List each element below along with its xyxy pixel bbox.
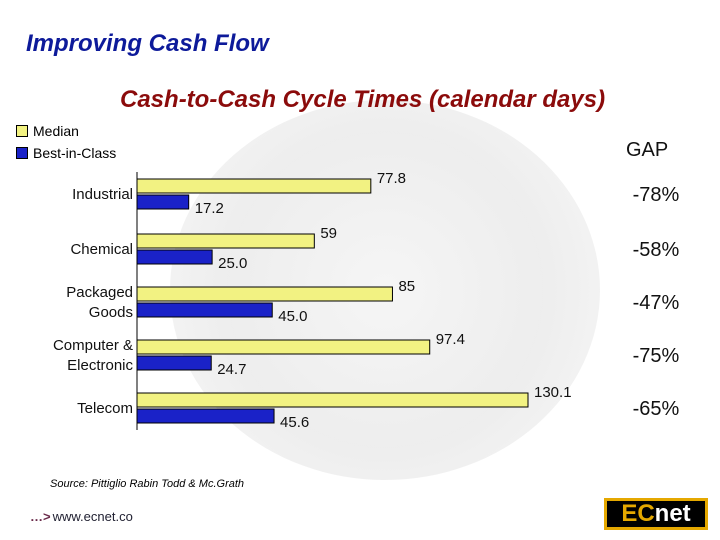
bar-median bbox=[136, 339, 431, 355]
gap-value: -75% bbox=[633, 345, 680, 367]
legend-item-median: Median bbox=[16, 120, 116, 142]
gap-value: -58% bbox=[633, 239, 680, 261]
logo-net-text: net bbox=[654, 500, 691, 527]
data-label-median: 77.8 bbox=[377, 170, 406, 187]
category-label: Telecom bbox=[77, 400, 133, 417]
gap-value: -78% bbox=[633, 184, 680, 206]
data-label-median: 97.4 bbox=[436, 331, 465, 348]
category-label: Industrial bbox=[72, 186, 133, 203]
arrow-icon: …> bbox=[30, 509, 51, 524]
category-label-line: Computer & bbox=[53, 337, 133, 354]
category-label: Computer & Electronic bbox=[53, 337, 134, 374]
data-label-median: 59 bbox=[320, 225, 337, 242]
legend-item-best-in-class: Best-in-Class bbox=[16, 142, 116, 164]
legend-label-median: Median bbox=[33, 123, 79, 139]
category-label-line: Chemical bbox=[70, 241, 133, 258]
data-label-best-in-class: 24.7 bbox=[217, 361, 246, 378]
data-label-median: 85 bbox=[398, 278, 415, 295]
category-label-line: Goods bbox=[89, 304, 133, 321]
chart-title: Cash-to-Cash Cycle Times (calendar days) bbox=[120, 86, 606, 113]
bar-best-in-class bbox=[136, 249, 213, 265]
legend-label-best-in-class: Best-in-Class bbox=[33, 145, 117, 161]
data-label-best-in-class: 45.6 bbox=[280, 414, 309, 431]
bar-median bbox=[136, 392, 529, 408]
bar-median bbox=[136, 286, 393, 302]
chart-legend: Median Best-in-Class bbox=[16, 120, 116, 164]
bar-median bbox=[136, 178, 372, 194]
legend-swatch-best-in-class bbox=[16, 147, 28, 159]
gap-value: -47% bbox=[633, 292, 680, 314]
category-label-line: Industrial bbox=[72, 186, 133, 203]
gap-value: -65% bbox=[633, 398, 680, 420]
category-label: Packaged Goods bbox=[66, 284, 133, 321]
bar-best-in-class bbox=[136, 302, 273, 318]
gap-header: GAP bbox=[626, 139, 669, 161]
bar-best-in-class bbox=[136, 194, 190, 210]
logo-ec-text: EC bbox=[621, 500, 655, 527]
ecnet-logo: EC net bbox=[604, 498, 708, 530]
data-label-median: 130.1 bbox=[534, 384, 572, 401]
bar-median bbox=[136, 233, 315, 249]
category-label-line: Telecom bbox=[77, 400, 133, 417]
bar-best-in-class bbox=[136, 408, 275, 424]
page-title: Improving Cash Flow bbox=[26, 30, 269, 57]
footer-url-text: www.ecnet.co bbox=[52, 509, 133, 524]
data-label-best-in-class: 17.2 bbox=[195, 200, 224, 217]
source-note: Source: Pittiglio Rabin Todd & Mc.Grath bbox=[50, 478, 245, 490]
bar-best-in-class bbox=[136, 355, 212, 371]
category-label-line: Packaged bbox=[66, 284, 133, 301]
data-label-best-in-class: 45.0 bbox=[278, 308, 307, 325]
category-label: Chemical bbox=[70, 241, 133, 258]
footer-url[interactable]: …> www.ecnet.co bbox=[30, 509, 133, 524]
category-label-line: Electronic bbox=[67, 357, 133, 374]
legend-swatch-median bbox=[16, 125, 28, 137]
data-label-best-in-class: 25.0 bbox=[218, 255, 247, 272]
